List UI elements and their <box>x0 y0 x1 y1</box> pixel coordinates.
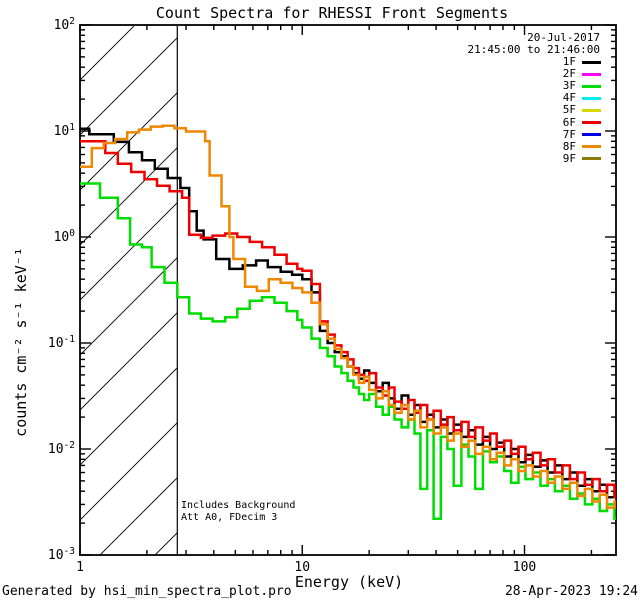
legend-label: 2F <box>562 67 576 81</box>
observation-time-range: 21:45:00 to 21:46:00 <box>467 43 600 56</box>
legend-label: 8F <box>562 139 576 153</box>
legend-item-1F: 1F <box>563 56 601 68</box>
page-title: Count Spectra for RHESSI Front Segments <box>155 4 509 22</box>
y-tick-label: 101 <box>54 122 76 139</box>
hatch-line <box>80 367 178 466</box>
x-axis-title: Energy (keV) <box>294 573 404 591</box>
legend-color-swatch <box>582 108 601 112</box>
legend-color-swatch <box>582 96 601 100</box>
observation-date: 20-Jul-2017 <box>527 31 600 44</box>
legend-label: 6F <box>562 115 576 129</box>
legend-label: 3F <box>562 79 576 93</box>
legend-item-8F: 8F <box>562 139 601 153</box>
y-tick-label: 10-1 <box>48 334 75 351</box>
y-tick-label: 100 <box>54 228 76 245</box>
legend-label: 7F <box>562 127 576 141</box>
y-tick-label: 10-3 <box>48 546 75 563</box>
hatch-line <box>80 25 136 81</box>
hatch-line <box>80 37 178 136</box>
y-axis-title: counts cm⁻² s⁻¹ keV⁻¹ <box>12 247 30 437</box>
y-tick-label: 10-2 <box>48 440 75 457</box>
hatch-line <box>80 147 178 246</box>
legend-color-swatch <box>582 60 601 64</box>
x-tick-label: 100 <box>513 560 536 575</box>
spectrum-curve-6F <box>80 140 616 503</box>
spectrum-curve-8F <box>80 124 616 525</box>
y-tick-label: 102 <box>54 16 75 33</box>
legend-item-4F: 4F <box>563 92 601 104</box>
legend-label: 1F <box>562 55 576 69</box>
annotation-attenuator-state: Att A0, FDecim 3 <box>181 512 278 523</box>
legend-color-swatch <box>582 121 601 125</box>
hatch-line <box>80 257 178 356</box>
hatch-line <box>80 202 178 301</box>
legend-item-2F: 2F <box>563 68 601 80</box>
legend-color-swatch <box>582 84 601 88</box>
legend-item-6F: 6F <box>563 116 601 128</box>
legend-label: 9F <box>562 151 576 165</box>
hatch-line <box>80 312 178 411</box>
legend-color-swatch <box>582 157 601 161</box>
legend-color-swatch <box>582 133 601 137</box>
legend-item-7F: 7F <box>562 127 601 141</box>
annotation-includes-background: Includes Background <box>181 500 296 511</box>
hatch-line <box>99 477 178 555</box>
legend-color-swatch <box>582 72 601 76</box>
legend-item-5F: 5F <box>563 104 601 116</box>
legend: 1F 2F 3F 4F 5F 6F 7F 8F 9F <box>563 56 601 165</box>
legend-label: 5F <box>562 103 576 117</box>
legend-label: 4F <box>562 91 576 105</box>
legend-color-swatch <box>582 145 601 149</box>
plot-frame <box>79 24 617 556</box>
x-tick-label: 10 <box>294 560 310 575</box>
legend-item-3F: 3F <box>563 80 601 92</box>
plot-timestamp: 28-Apr-2023 19:24 <box>504 584 638 599</box>
legend-item-9F: 9F <box>562 151 601 165</box>
generator-credit: Generated by hsi_min_spectra_plot.pro <box>2 584 292 599</box>
hatch-line <box>154 532 178 555</box>
hatch-line <box>80 422 178 521</box>
x-tick-label: 1 <box>76 560 84 575</box>
